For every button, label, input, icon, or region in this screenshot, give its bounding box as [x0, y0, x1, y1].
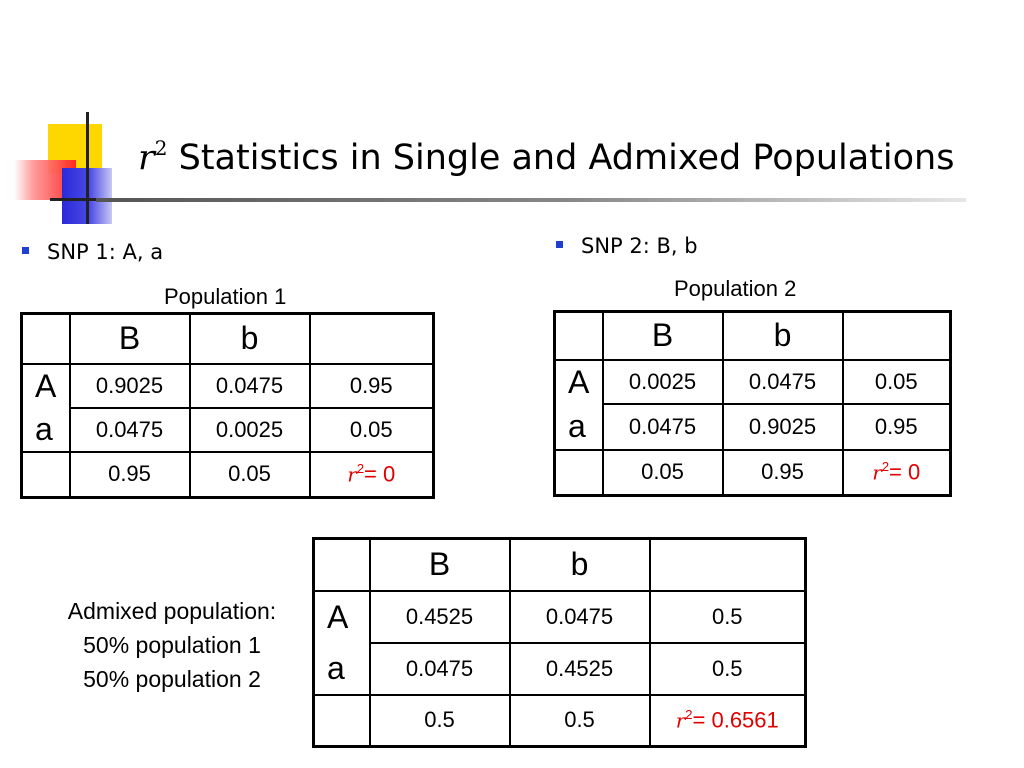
table-cell: 0.95: [68, 450, 191, 499]
table-cell: 0.95: [308, 362, 435, 409]
corner-cell: [20, 312, 71, 365]
table-cell: 0.0475: [508, 589, 651, 644]
row-header-A: A: [553, 358, 604, 404]
bullet-snp1: SNP 1: A, a: [22, 240, 163, 264]
col-header-B: B: [68, 312, 191, 365]
bullet-square-icon: [22, 247, 29, 254]
row-header-total: [20, 450, 71, 499]
table-cell: 0.5: [508, 693, 651, 748]
population-1-label: Population 1: [164, 284, 287, 309]
r2-symbol: r: [675, 708, 686, 733]
table-cell: 0.0025: [601, 358, 724, 405]
bullet-snp1-text: SNP 1: A, a: [47, 240, 164, 264]
table-cell: 0.0475: [368, 641, 511, 696]
col-header-b: b: [188, 312, 311, 365]
col-header-B: B: [601, 310, 724, 361]
table-cell: 0.0475: [601, 402, 724, 451]
r2-result-cell: r2= 0: [841, 448, 952, 497]
r2-value: = 0.6561: [692, 707, 779, 733]
table-cell: 0.95: [841, 402, 952, 451]
col-header-B: B: [368, 537, 511, 592]
population-1-table: B b A 0.9025 0.0475 0.95 a 0.0475 0.0025…: [20, 312, 435, 499]
table-cell: 0.9025: [68, 362, 191, 409]
r2-symbol: r: [347, 462, 357, 487]
table-header-row: B b: [20, 312, 435, 365]
slide-logo-graphic: [0, 0, 140, 240]
admixed-label-line: Admixed population:: [67, 598, 277, 624]
r2-result-cell: r2= 0: [308, 450, 435, 499]
table-cell: 0.0475: [188, 362, 311, 409]
table-cell: 0.0025: [188, 406, 311, 453]
title-text: Statistics in Single and Admixed Populat…: [178, 138, 955, 178]
row-header-a: a: [20, 407, 71, 453]
table-header-row: B b: [312, 537, 807, 592]
table-cell: 0.05: [308, 406, 435, 453]
r2-result-cell: r2= 0.6561: [648, 693, 807, 748]
population-2-label: Population 2: [674, 276, 797, 301]
corner-cell: [553, 310, 604, 361]
table-row: a 0.0475 0.4525 0.5: [312, 641, 807, 696]
col-header-b: b: [508, 537, 651, 592]
table-row: A 0.4525 0.0475 0.5: [312, 589, 807, 644]
row-header-total: [312, 693, 371, 748]
table-cell: 0.5: [648, 641, 807, 696]
table-cell: 0.05: [188, 450, 311, 499]
col-header-b: b: [721, 310, 844, 361]
r2-symbol: r: [872, 460, 882, 485]
corner-cell: [312, 537, 371, 592]
title-superscript: 2: [154, 136, 168, 160]
table-row: A 0.9025 0.0475 0.95: [20, 362, 435, 409]
table-cell: 0.4525: [508, 641, 651, 696]
row-header-A: A: [20, 362, 71, 408]
table-cell: 0.05: [841, 358, 952, 405]
table-cell: 0.95: [721, 448, 844, 497]
r2-value: = 0: [889, 459, 921, 485]
row-header-a: a: [553, 403, 604, 451]
r2-superscript: 2: [356, 461, 365, 477]
table-row: 0.5 0.5 r2= 0.6561: [312, 693, 807, 748]
row-header-a: a: [312, 642, 371, 696]
r2-superscript: 2: [881, 459, 890, 475]
logo-vertical-line: [86, 112, 89, 224]
slide-title: r2 Statistics in Single and Admixed Popu…: [138, 136, 954, 178]
row-header-A: A: [312, 589, 371, 643]
table-cell: 0.9025: [721, 402, 844, 451]
col-header-total: [648, 537, 807, 592]
row-header-total: [553, 448, 604, 497]
r2-superscript: 2: [685, 707, 693, 723]
table-row: 0.05 0.95 r2= 0: [553, 448, 952, 497]
admixed-population-label: Admixed population: 50% population 1 50%…: [30, 594, 314, 696]
table-row: A 0.0025 0.0475 0.05: [553, 358, 952, 405]
admixed-label-line: 50% population 2: [83, 666, 261, 692]
table-cell: 0.0475: [68, 406, 191, 453]
admixed-table: B b A 0.4525 0.0475 0.5 a 0.0475 0.4525 …: [312, 537, 807, 748]
logo-horizontal-line: [50, 198, 108, 201]
table-cell: 0.5: [368, 693, 511, 748]
bullet-snp2-text: SNP 2: B, b: [581, 234, 698, 258]
table-cell: 0.0475: [721, 358, 844, 405]
bullet-square-icon: [556, 241, 563, 248]
bullet-snp2: SNP 2: B, b: [556, 234, 698, 258]
r2-value: = 0: [364, 461, 396, 487]
table-row: a 0.0475 0.9025 0.95: [553, 402, 952, 451]
title-underline: [96, 198, 966, 202]
title-r-symbol: r: [138, 138, 155, 178]
table-row: a 0.0475 0.0025 0.05: [20, 406, 435, 453]
table-row: 0.95 0.05 r2= 0: [20, 450, 435, 499]
admixed-label-line: 50% population 1: [83, 632, 261, 658]
table-header-row: B b: [553, 310, 952, 361]
table-cell: 0.05: [601, 448, 724, 497]
col-header-total: [841, 310, 952, 361]
table-cell: 0.5: [648, 589, 807, 644]
table-cell: 0.4525: [368, 589, 511, 644]
population-2-table: B b A 0.0025 0.0475 0.05 a 0.0475 0.9025…: [553, 310, 952, 497]
col-header-total: [308, 312, 435, 365]
